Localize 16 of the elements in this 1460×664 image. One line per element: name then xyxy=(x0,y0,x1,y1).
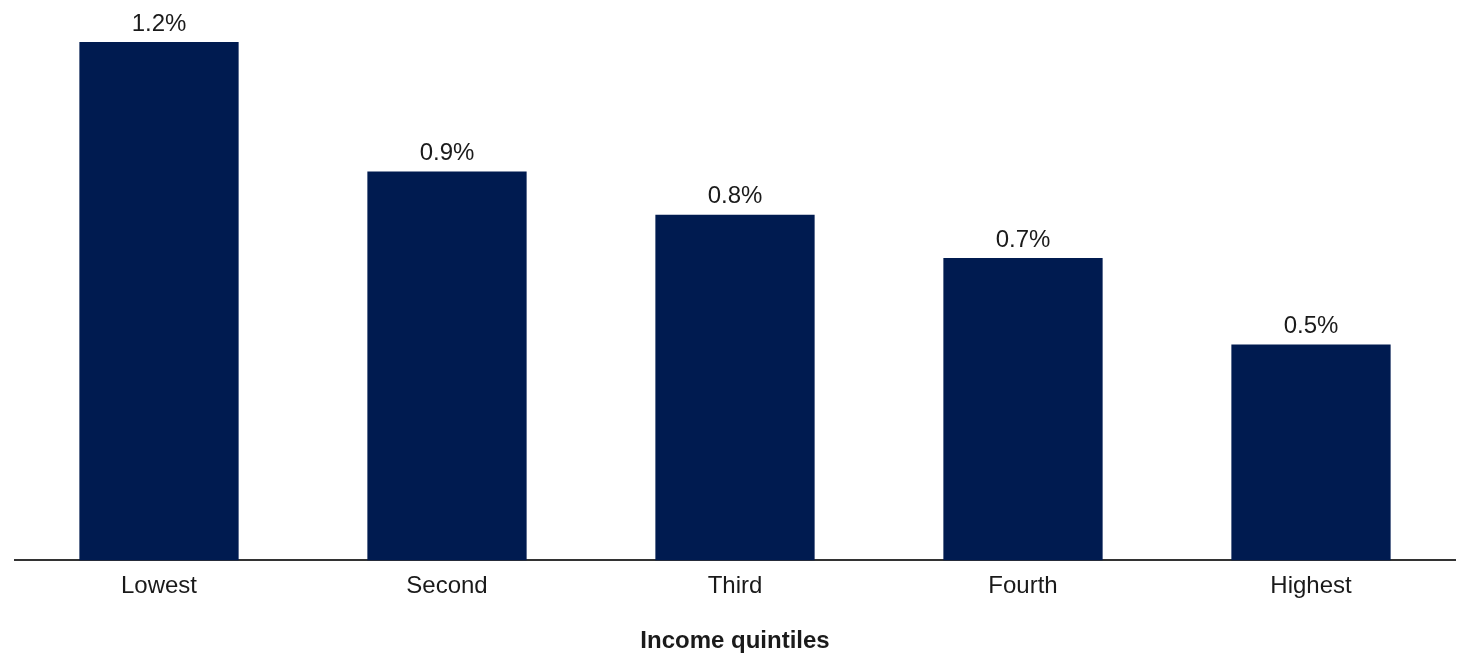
x-axis-title: Income quintiles xyxy=(640,626,830,654)
bar xyxy=(655,214,815,561)
data-label: 1.2% xyxy=(131,8,187,36)
x-tick-label: Second xyxy=(406,571,488,599)
x-tick-label: Highest xyxy=(1270,571,1353,599)
data-label: 0.9% xyxy=(419,138,475,166)
x-tick-label: Fourth xyxy=(988,571,1058,599)
data-label: 0.7% xyxy=(995,224,1051,252)
x-tick-label: Third xyxy=(707,571,763,599)
bar xyxy=(943,258,1103,561)
data-label: 0.8% xyxy=(707,181,763,209)
bar xyxy=(367,171,527,561)
data-label: 0.5% xyxy=(1283,311,1339,339)
bar xyxy=(79,42,239,561)
bar xyxy=(1231,344,1391,561)
x-tick-label: Lowest xyxy=(120,571,198,599)
